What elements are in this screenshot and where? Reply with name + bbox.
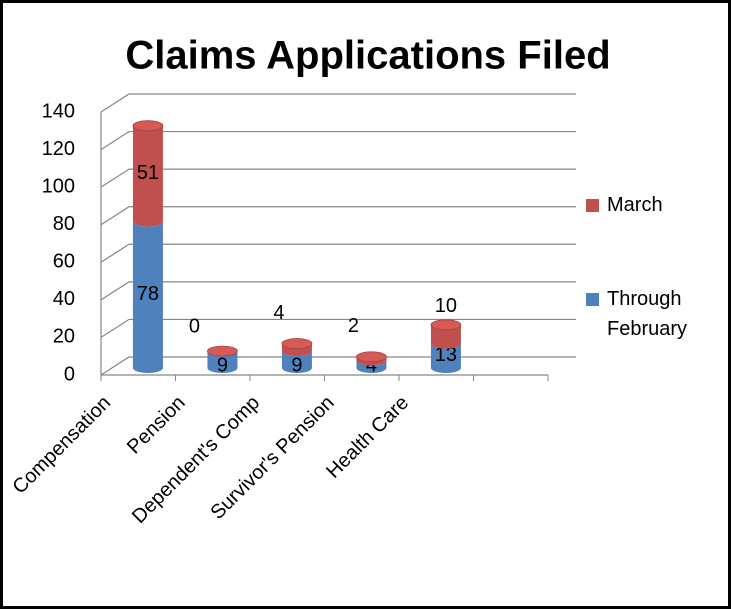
grid-line [100,206,576,226]
chart-svg: Claims Applications Filed 02040608010012… [8,34,610,528]
legend-label: March [607,194,663,216]
bar-segment [281,351,312,373]
y-tick-label: 80 [53,213,75,235]
legend-label: Through February [607,288,688,340]
bar-segment [356,360,387,373]
bar-segment [132,125,163,227]
x-tick-label: Survivor's Pension [206,392,338,524]
y-tick-label: 120 [42,138,75,160]
y-tick-label: 0 [64,363,75,385]
bar-top [356,351,387,363]
data-label: 78 [137,283,159,305]
legend-swatch [586,293,599,306]
grid-line [100,130,576,151]
y-tick-label: 140 [42,100,75,122]
legend-swatch [586,199,599,212]
legend-item: March [586,190,726,220]
legend-item: Through February [586,284,706,344]
bar-top [281,338,313,349]
x-tick-label: Pension [123,392,190,459]
y-tick-label: 20 [53,326,75,348]
grid-line [100,281,576,301]
data-label: 10 [435,295,457,317]
bar-top [430,319,462,331]
chart-title: Claims Applications Filed [125,34,610,78]
data-label: 0 [189,315,200,337]
bar-segment [132,221,163,373]
data-label: 4 [273,302,284,324]
grid-line [100,168,576,188]
bar-top [132,120,164,132]
y-tick-label: 100 [42,175,75,197]
bar-segment [430,324,461,349]
data-label: 13 [435,344,457,366]
grid-line [100,93,576,113]
bar-segment [430,343,461,373]
grid-line [100,243,576,263]
grid-line [100,318,576,338]
x-tick-label: Compensation [8,392,115,499]
bar-segment [281,343,312,357]
bar-segment [207,351,238,373]
data-label: 9 [291,354,302,376]
y-tick-label: 40 [53,288,75,310]
data-label: 9 [217,354,228,376]
bar-top [207,345,238,357]
grid-line [100,356,576,376]
y-tick-label: 60 [53,251,75,273]
data-label: 51 [137,162,159,184]
data-label: 2 [348,315,359,337]
x-tick-label: Dependent's Comp [128,392,264,528]
bar-segment [356,356,387,366]
